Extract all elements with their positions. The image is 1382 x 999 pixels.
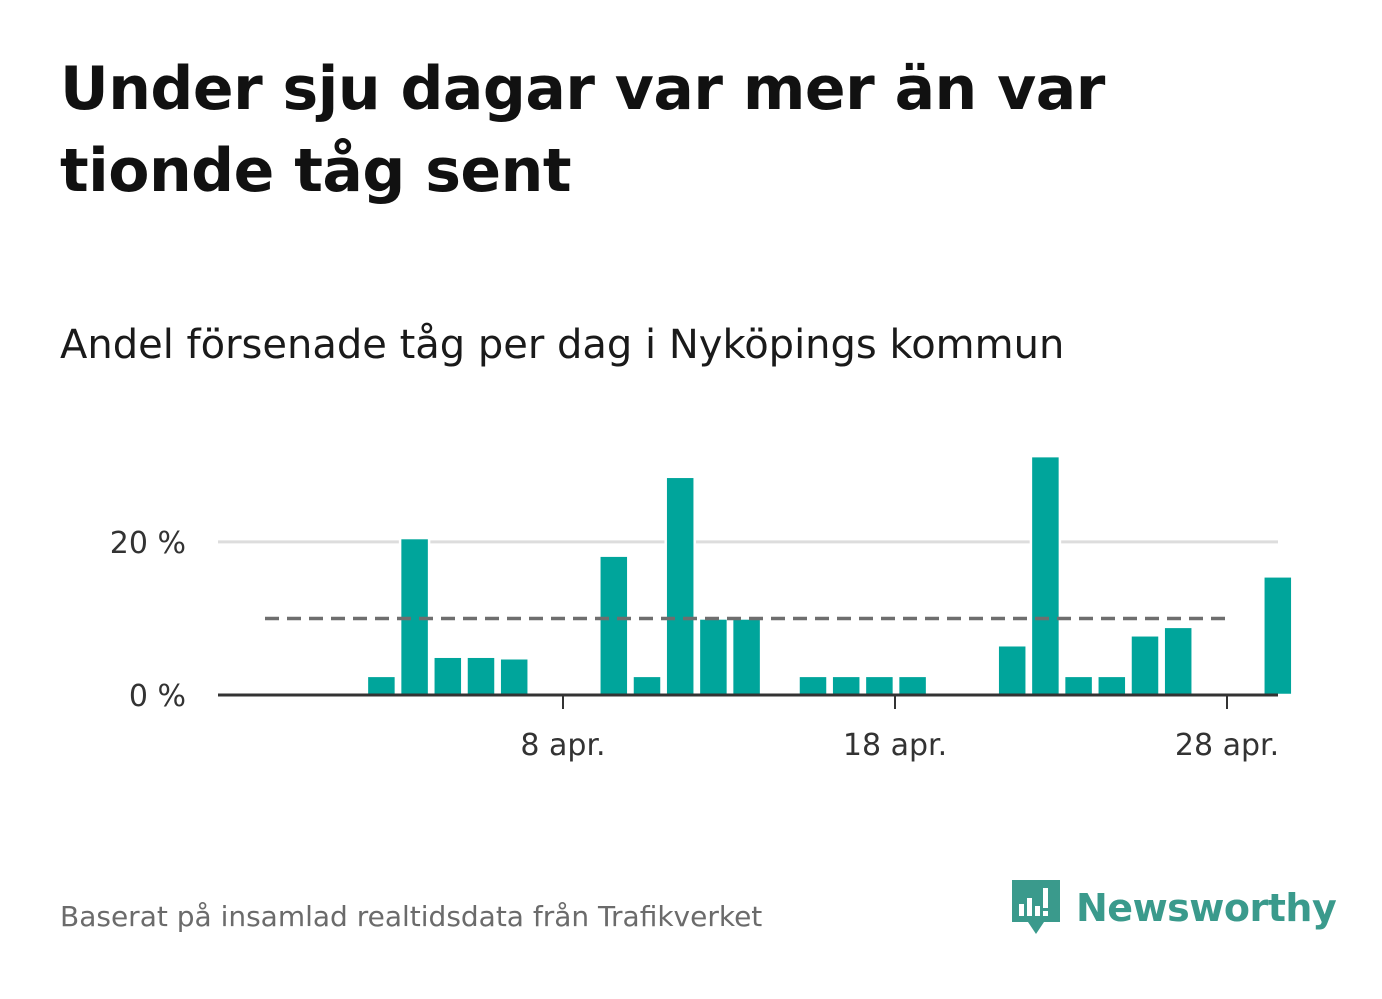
bar [1096,674,1128,697]
bar [631,674,663,697]
bar-chart: 0 % 20 % 8 apr. 18 apr. 28 apr. [110,454,1294,763]
y-tick-label: 20 % [110,526,186,561]
newsworthy-logo: Newsworthy [1010,878,1337,938]
bar [598,554,630,697]
x-tick-label: 8 apr. [520,728,605,763]
bar [863,674,896,697]
bar [1062,674,1095,697]
bar [664,475,696,697]
chart-title: Andel försenade tåg per dag i Nyköpings … [60,322,1065,368]
bar [1029,454,1062,697]
bar [398,536,431,697]
y-tick-label: 0 % [129,679,186,714]
bar [432,655,464,697]
bars-layer [365,454,1294,697]
newsworthy-logo-icon [1012,880,1060,934]
x-tick-label: 18 apr. [843,728,947,763]
source-note: Baserat på insamlad realtidsdata från Tr… [60,900,763,933]
bar [797,674,829,697]
logo-text: Newsworthy [1076,886,1337,930]
bar [1262,575,1294,697]
bar [830,674,862,697]
bar [697,617,730,697]
bar [996,643,1028,697]
axis-layer: 0 % 20 % 8 apr. 18 apr. 28 apr. [110,526,1279,763]
bar [365,674,398,697]
bar [465,655,497,697]
bar [1162,625,1194,697]
x-tick-label: 28 apr. [1175,728,1279,763]
bar [730,617,763,697]
bar [896,674,929,697]
bar [1129,634,1161,697]
headline: Under sju dagar var mer än var tionde tå… [60,54,1105,206]
bar [498,657,530,697]
